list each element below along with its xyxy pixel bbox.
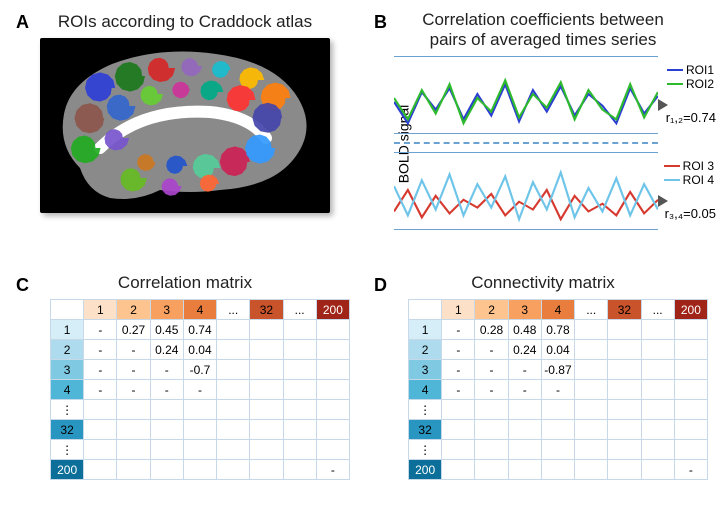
panel-b: B Correlation coefficients between pairs…	[368, 10, 718, 265]
panel-b-title-line2: pairs of averaged times series	[430, 30, 657, 49]
correlation-matrix: 1234...32...2001-0.270.450.742--0.240.04…	[50, 299, 350, 480]
r-top: r₁,₂=0.74	[666, 110, 716, 125]
timeseries-wrap: BOLD signal ROI1 ROI2 r₁,₂=0.74 ROI 3 RO…	[368, 56, 718, 230]
matrix-d-wrap: 1234...32...2001-0.280.480.782--0.240.04…	[408, 299, 708, 480]
swatch-roi3	[664, 165, 680, 167]
panel-a: A ROIs according to Craddock atlas	[10, 10, 360, 265]
ts-top-svg	[394, 57, 658, 133]
panel-c-label: C	[16, 275, 29, 296]
panel-b-title-line1: Correlation coefficients between	[422, 10, 664, 29]
panel-b-label: B	[374, 12, 387, 33]
swatch-roi1	[667, 69, 683, 71]
panel-d-title: Connectivity matrix	[368, 273, 718, 293]
legend-roi4: ROI 4	[683, 173, 714, 187]
divider	[394, 142, 658, 144]
brain-svg	[40, 38, 330, 213]
panel-b-title: Correlation coefficients between pairs o…	[368, 10, 718, 50]
timeseries-top: ROI1 ROI2 r₁,₂=0.74	[394, 56, 658, 134]
legend-top: ROI1 ROI2	[667, 63, 714, 91]
panel-d: D Connectivity matrix 1234...32...2001-0…	[368, 273, 718, 480]
panel-c-title: Correlation matrix	[10, 273, 360, 293]
ts-bot-svg	[394, 153, 658, 229]
panel-a-label: A	[16, 12, 29, 33]
connectivity-matrix: 1234...32...2001-0.280.480.782--0.240.04…	[408, 299, 708, 480]
swatch-roi4	[664, 179, 680, 181]
timeseries-bot: ROI 3 ROI 4 r₃,₄=0.05	[394, 152, 658, 230]
matrix-c-wrap: 1234...32...2001-0.270.450.742--0.240.04…	[50, 299, 350, 480]
legend-roi2: ROI2	[686, 77, 714, 91]
swatch-roi2	[667, 83, 683, 85]
panel-c: C Correlation matrix 1234...32...2001-0.…	[10, 273, 360, 480]
panel-d-label: D	[374, 275, 387, 296]
legend-roi1: ROI1	[686, 63, 714, 77]
legend-roi3: ROI 3	[683, 159, 714, 173]
brain-image	[40, 38, 330, 213]
r-bot: r₃,₄=0.05	[665, 206, 716, 221]
legend-bot: ROI 3 ROI 4	[664, 159, 714, 187]
figure-grid: A ROIs according to Craddock atlas B Cor…	[10, 10, 716, 480]
panel-a-title: ROIs according to Craddock atlas	[10, 12, 360, 32]
